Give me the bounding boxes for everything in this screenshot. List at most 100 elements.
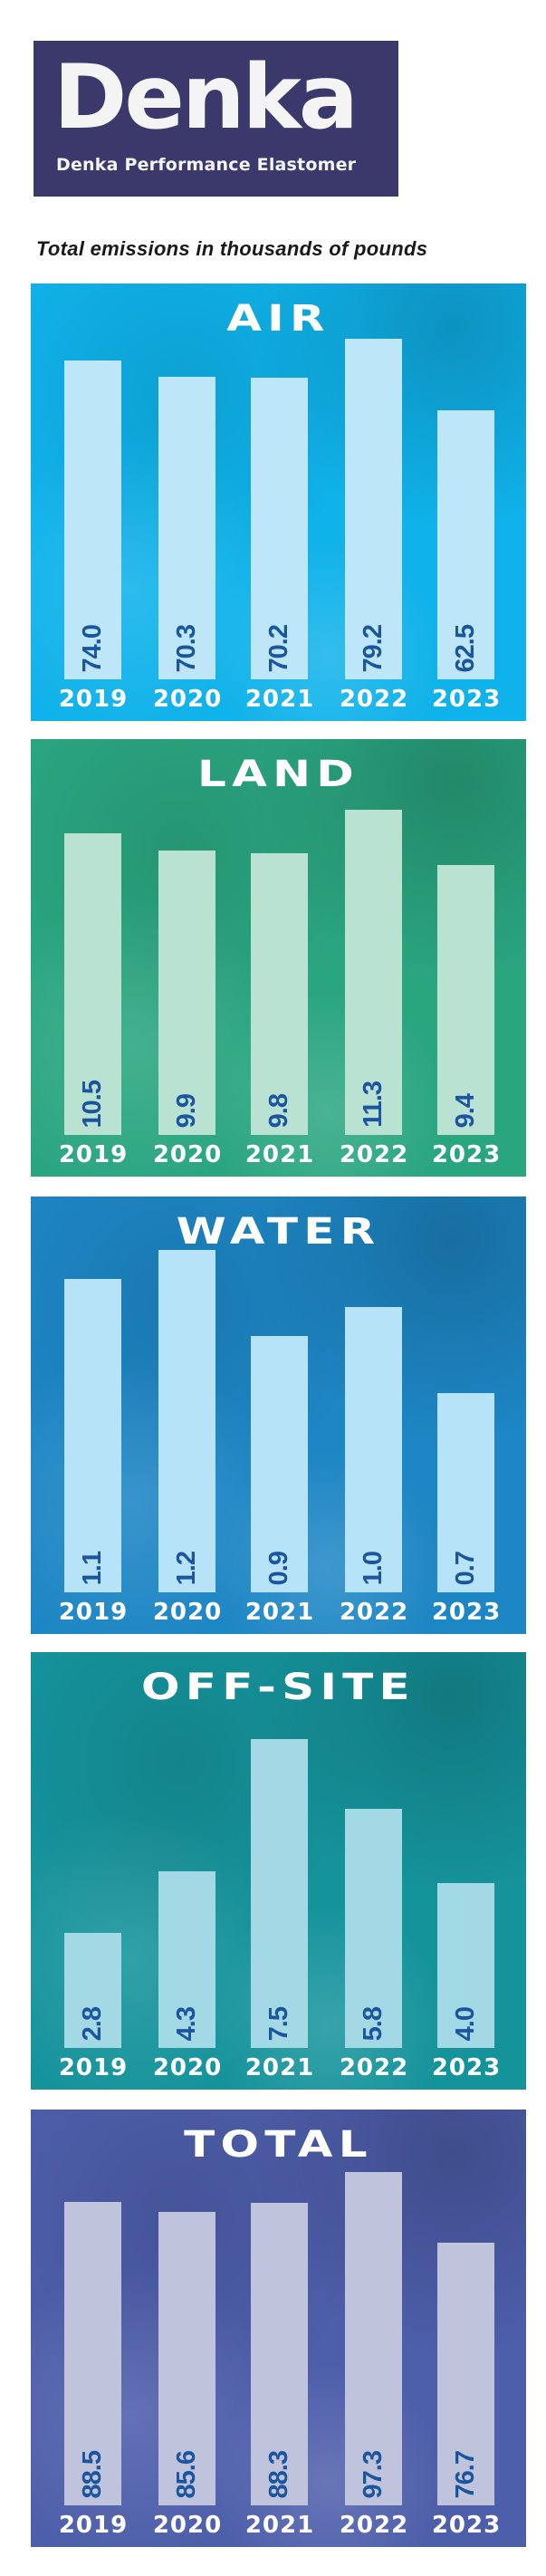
data-label: 76.7	[451, 2450, 480, 2498]
logo-wordmark: Denka	[53, 46, 359, 149]
x-tick-label: 2023	[431, 686, 502, 713]
chart-title: TOTAL	[184, 2124, 373, 2166]
data-label: 62.5	[451, 624, 480, 672]
data-label-wrap: 9.8	[251, 1037, 308, 1128]
chart-panel-total: TOTAL 88.5 2019 85.6 2020 88.3 2021 97.3 2022 76.…	[31, 2110, 526, 2547]
bar-2021	[251, 2203, 308, 2505]
data-label: 9.8	[264, 1093, 293, 1128]
data-label: 70.2	[264, 624, 293, 672]
data-label: 4.0	[451, 2006, 480, 2041]
bar-2022	[345, 1809, 402, 2048]
data-label: 97.3	[359, 2450, 388, 2498]
data-label-wrap: 9.4	[437, 1037, 494, 1128]
x-tick-label: 2019	[58, 1599, 129, 1626]
data-label-wrap: 2.8	[64, 1950, 121, 2041]
x-tick-label: 2023	[431, 2512, 502, 2539]
data-label: 2.8	[78, 2006, 107, 2041]
data-label: 70.3	[172, 624, 201, 672]
chart-subtitle: Total emissions in thousands of pounds	[36, 237, 428, 260]
x-tick-label: 2019	[58, 1141, 129, 1168]
x-tick-label: 2022	[339, 1599, 409, 1626]
bar-2023	[437, 410, 494, 679]
data-label-wrap: 85.6	[158, 2408, 216, 2498]
x-tick-label: 2021	[244, 686, 315, 713]
x-tick-label: 2021	[244, 2054, 315, 2081]
data-label-wrap: 11.3	[345, 1037, 402, 1128]
bar-2019	[64, 832, 121, 1135]
data-label-wrap: 76.7	[437, 2408, 494, 2498]
data-label-wrap: 74.0	[64, 582, 121, 672]
x-tick-label: 2020	[152, 686, 223, 713]
data-label-wrap: 70.3	[158, 582, 216, 672]
chart-title: WATER	[176, 1211, 381, 1253]
bar-2023	[437, 1392, 494, 1592]
bar-2019	[64, 1278, 121, 1592]
x-tick-label: 2019	[58, 2054, 129, 2081]
x-tick-label: 2021	[244, 1599, 315, 1626]
bar-2023	[437, 2243, 494, 2505]
data-label: 1.1	[78, 1551, 107, 1585]
data-label: 85.6	[172, 2450, 201, 2498]
logo-tagline: Denka Performance Elastomer	[56, 155, 357, 175]
x-tick-label: 2022	[339, 2054, 409, 2081]
bar-2021	[251, 1739, 308, 2048]
data-label: 0.7	[451, 1551, 480, 1585]
data-label-wrap: 7.5	[251, 1950, 308, 2041]
data-label-wrap: 97.3	[345, 2408, 402, 2498]
data-label-wrap: 79.2	[345, 582, 402, 672]
data-label: 4.3	[172, 2006, 201, 2041]
x-tick-label: 2020	[152, 2512, 223, 2539]
data-label-wrap: 0.9	[251, 1495, 308, 1585]
data-label: 11.3	[359, 1081, 388, 1128]
chart-panel-air: AIR 74.0 2019 70.3 2020 70.2 2021 79.2 2022 62.5 2…	[31, 284, 526, 721]
data-label-wrap: 88.3	[251, 2408, 308, 2498]
bar-2023	[437, 864, 494, 1135]
data-label-wrap: 1.2	[158, 1495, 216, 1585]
x-tick-label: 2019	[58, 2512, 129, 2539]
data-label-wrap: 1.0	[345, 1495, 402, 1585]
chart-panel-land: LAND 10.5 2019 9.9 2020 9.8 2021 11.3 2022 9.4 202…	[31, 739, 526, 1177]
data-label: 5.8	[359, 2006, 388, 2041]
data-label-wrap: 9.9	[158, 1037, 216, 1128]
data-label-wrap: 10.5	[64, 1037, 121, 1128]
data-label-wrap: 5.8	[345, 1950, 402, 2041]
bar-2020	[158, 1250, 216, 1592]
data-label: 0.9	[264, 1551, 293, 1585]
chart-panel-off-site: OFF-SITE 2.8 2019 4.3 2020 7.5 2021 5.8 2022 4.0 2…	[31, 1652, 526, 2090]
bar-2020	[158, 377, 216, 679]
x-tick-label: 2021	[244, 2512, 315, 2539]
data-label-wrap: 88.5	[64, 2408, 121, 2498]
bar-2021	[251, 377, 308, 679]
data-label: 88.3	[264, 2450, 293, 2498]
chart-title: AIR	[226, 298, 330, 340]
x-tick-label: 2023	[431, 2054, 502, 2081]
data-label-wrap: 70.2	[251, 582, 308, 672]
data-label: 88.5	[78, 2450, 107, 2498]
bar-2020	[158, 850, 216, 1135]
data-label: 74.0	[78, 624, 107, 672]
data-label-wrap: 4.0	[437, 1950, 494, 2041]
data-label: 1.0	[359, 1551, 388, 1585]
bar-2020	[158, 2212, 216, 2505]
bar-2021	[251, 1335, 308, 1592]
chart-title: OFF-SITE	[141, 1667, 416, 1708]
bar-2019	[64, 1932, 121, 2048]
chart-panel-water: WATER 1.1 2019 1.2 2020 0.9 2021 1.0 2022 0.7 2023	[31, 1197, 526, 1634]
x-tick-label: 2020	[152, 1599, 223, 1626]
x-tick-label: 2020	[152, 2054, 223, 2081]
bar-2023	[437, 1883, 494, 2048]
data-label-wrap: 4.3	[158, 1950, 216, 2041]
chart-title: LAND	[197, 754, 359, 795]
data-label: 79.2	[359, 624, 388, 672]
x-tick-label: 2022	[339, 686, 409, 713]
x-tick-label: 2023	[431, 1141, 502, 1168]
bar-2019	[64, 2202, 121, 2505]
data-label: 7.5	[264, 2006, 293, 2041]
denka-logo: Denka Denka Performance Elastomer	[34, 41, 398, 197]
data-label-wrap: 1.1	[64, 1495, 121, 1585]
bar-2022	[345, 2172, 402, 2505]
x-tick-label: 2019	[58, 686, 129, 713]
bar-2022	[345, 810, 402, 1135]
bar-2022	[345, 338, 402, 679]
data-label: 10.5	[78, 1080, 107, 1128]
